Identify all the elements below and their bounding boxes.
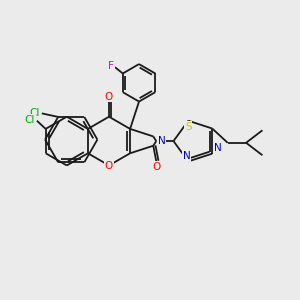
Text: N: N <box>158 136 166 146</box>
Text: F: F <box>109 61 114 71</box>
Text: Cl: Cl <box>29 108 40 118</box>
Text: S: S <box>185 122 192 132</box>
Text: N: N <box>214 143 221 153</box>
Text: Cl: Cl <box>25 115 35 125</box>
Text: O: O <box>153 161 161 172</box>
Text: O: O <box>105 161 113 171</box>
Text: O: O <box>105 92 113 101</box>
Text: N: N <box>183 151 191 161</box>
